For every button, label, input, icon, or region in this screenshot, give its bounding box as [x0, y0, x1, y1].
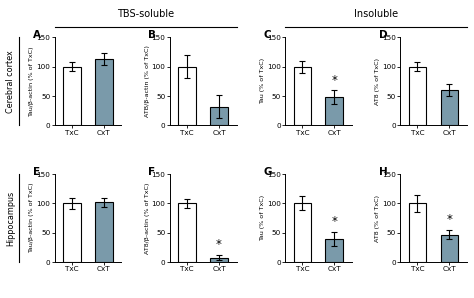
- Text: F: F: [148, 167, 155, 177]
- Text: D: D: [379, 30, 387, 40]
- Bar: [210, 107, 228, 125]
- Text: B: B: [148, 30, 156, 40]
- Text: *: *: [331, 215, 337, 228]
- Y-axis label: Tau (% of TxC): Tau (% of TxC): [260, 195, 264, 241]
- Text: H: H: [379, 167, 387, 177]
- Bar: [63, 67, 81, 125]
- Text: *: *: [447, 213, 452, 226]
- Y-axis label: Tau (% of TxC): Tau (% of TxC): [260, 58, 264, 104]
- Bar: [441, 90, 458, 125]
- Y-axis label: AT8 (% of TxC): AT8 (% of TxC): [375, 58, 380, 105]
- Text: *: *: [216, 238, 222, 251]
- Text: C: C: [264, 30, 271, 40]
- Bar: [210, 257, 228, 262]
- Y-axis label: Tau/β-actin (% of TxC): Tau/β-actin (% of TxC): [29, 46, 35, 117]
- Bar: [293, 204, 311, 262]
- Bar: [95, 202, 113, 262]
- Text: *: *: [331, 74, 337, 87]
- Bar: [293, 67, 311, 125]
- Text: Cerebral cortex: Cerebral cortex: [6, 50, 15, 113]
- Bar: [63, 204, 81, 262]
- Y-axis label: ATB/β-actin (% of TxC): ATB/β-actin (% of TxC): [145, 45, 149, 117]
- Text: Insoluble: Insoluble: [354, 9, 398, 19]
- Y-axis label: Tau/β-actin (% of TxC): Tau/β-actin (% of TxC): [29, 183, 35, 253]
- Y-axis label: AT8/β-actin (% of TxC): AT8/β-actin (% of TxC): [145, 182, 149, 254]
- Y-axis label: AT8 (% of TxC): AT8 (% of TxC): [375, 195, 380, 242]
- Text: E: E: [33, 167, 40, 177]
- Bar: [95, 59, 113, 125]
- Bar: [326, 97, 343, 125]
- Text: TBS-soluble: TBS-soluble: [117, 9, 174, 19]
- Bar: [326, 239, 343, 262]
- Bar: [441, 235, 458, 262]
- Text: Hippocampus: Hippocampus: [6, 190, 15, 246]
- Bar: [178, 204, 196, 262]
- Text: G: G: [264, 167, 272, 177]
- Text: A: A: [33, 30, 41, 40]
- Bar: [178, 67, 196, 125]
- Bar: [409, 67, 426, 125]
- Bar: [409, 204, 426, 262]
